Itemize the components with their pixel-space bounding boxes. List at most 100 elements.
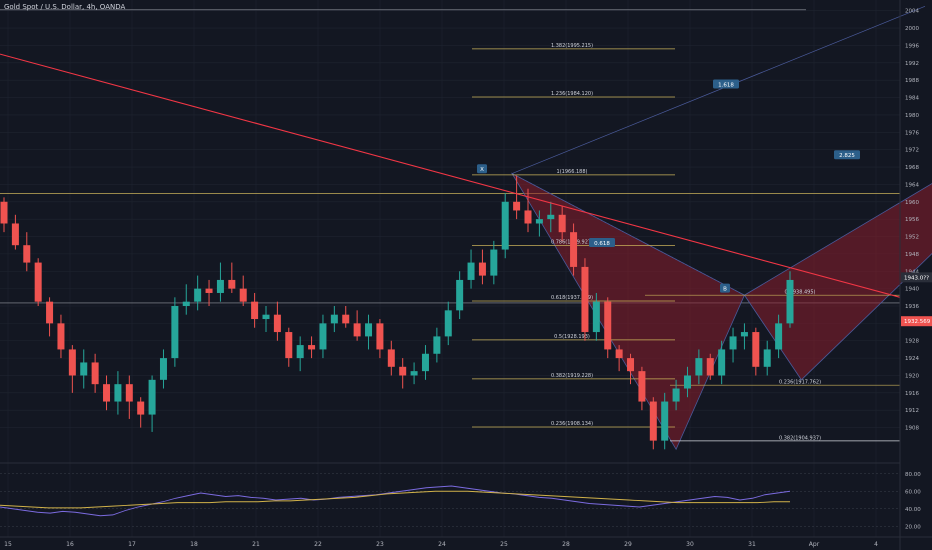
candle-body — [308, 345, 316, 350]
candle-body — [205, 288, 213, 293]
candle-body — [718, 349, 726, 376]
candle-body — [638, 371, 646, 402]
time-tick-label: 31 — [748, 541, 756, 548]
time-tick-label: 16 — [66, 541, 74, 548]
fib-level-label: 0.5(1928.193) — [554, 334, 590, 340]
candle-body — [262, 314, 270, 320]
candle-body — [80, 362, 88, 376]
candle-body — [57, 323, 65, 350]
pattern-label-text: B — [723, 286, 727, 292]
candle-body — [342, 314, 350, 324]
price-tick-label: 1956 — [905, 217, 919, 223]
pattern-label-box — [477, 164, 487, 174]
price-badge-text: 1943.0?? — [904, 275, 929, 281]
candle-body — [524, 210, 532, 224]
price-tick-label: 1944 — [905, 269, 919, 275]
candle-body — [581, 266, 589, 333]
pattern-label-text: 1.618 — [718, 82, 734, 88]
rsi-tick-label: 40.00 — [905, 507, 921, 513]
rsi-tick-label: 60.00 — [905, 489, 921, 495]
price-tick-label: 1940 — [905, 287, 919, 293]
time-tick-label: 25 — [500, 541, 508, 548]
fib-level-label: 0.236(1908.134) — [551, 421, 593, 427]
candle-body — [376, 323, 384, 350]
price-tick-label: 1916 — [905, 391, 919, 397]
candle-body — [194, 288, 202, 302]
pattern-label-box — [720, 283, 730, 293]
price-axis: 1908191219161920192419281932193619401944… — [899, 0, 932, 550]
price-tick-label: 1936 — [905, 304, 919, 310]
candle-body — [729, 336, 737, 350]
candlestick-series — [0, 175, 794, 450]
candle-body — [114, 384, 122, 402]
trendlines — [0, 53, 901, 298]
rsi-ma-line — [0, 490, 790, 509]
fib2-level-label: 0(1938.495) — [785, 290, 816, 296]
candle-body — [399, 366, 407, 376]
candle-body — [535, 219, 543, 224]
candle-body — [752, 332, 760, 367]
price-tick-label: 1972 — [905, 148, 919, 154]
candle-body — [216, 279, 224, 293]
candle-body — [558, 214, 566, 233]
price-tick-label: 1960 — [905, 200, 919, 206]
candle-body — [592, 301, 600, 333]
fib-level-label: 0.382(1919.228) — [551, 373, 593, 379]
candle-body — [706, 358, 714, 376]
pattern-labels: X B 0.618 1.618 2.825 — [477, 79, 860, 293]
candle-body — [34, 262, 42, 302]
time-tick-label: 24 — [438, 541, 446, 548]
rsi-tick-label: 80.00 — [905, 472, 921, 478]
price-tick-label: 1980 — [905, 113, 919, 119]
candle-body — [296, 345, 304, 359]
candle-body — [547, 214, 555, 220]
time-tick-label: 29 — [624, 541, 632, 548]
candle-body — [513, 201, 521, 211]
price-tick-label: 1908 — [905, 426, 919, 432]
candle-body — [182, 301, 190, 306]
candle-body — [228, 279, 236, 289]
pattern-extension-line — [511, 6, 926, 174]
price-badge-text: 1932.569 — [904, 319, 931, 325]
price-tick-label: 1928 — [905, 339, 919, 345]
price-tick-label: 1920 — [905, 373, 919, 379]
candle-body — [91, 362, 99, 385]
price-tick-label: 1964 — [905, 182, 919, 188]
pattern-label-box — [713, 79, 739, 89]
candle-body — [171, 306, 179, 359]
candle-body — [433, 336, 441, 354]
candle-body — [683, 375, 691, 389]
candle-body — [410, 371, 418, 376]
time-axis: 15 16 17 18 21 22 23 24 25 28 29 30 31 Apr 4 — [0, 536, 932, 548]
descending-trendline — [0, 53, 901, 298]
price-tick-label: 1988 — [905, 78, 919, 84]
fib-level-label: 1(1966.188) — [557, 169, 588, 175]
time-tick-label: 15 — [4, 541, 12, 548]
price-tick-label: 1984 — [905, 96, 919, 102]
candle-body — [478, 262, 486, 276]
candle-body — [0, 201, 8, 224]
price-tick-label: 1976 — [905, 130, 919, 136]
candle-body — [786, 279, 794, 324]
time-tick-label: 4 — [874, 541, 878, 548]
candle-body — [353, 323, 361, 337]
candle-body — [365, 323, 373, 337]
candle-body — [627, 358, 635, 372]
candle-body — [775, 323, 783, 350]
price-tick-label: 2000 — [905, 26, 919, 32]
candle-body — [46, 301, 54, 324]
candle-body — [672, 388, 680, 402]
candle-body — [159, 358, 167, 380]
price-tick-label: 1952 — [905, 235, 919, 241]
candle-body — [285, 332, 293, 359]
rsi-tick-label: 20.00 — [905, 524, 921, 530]
candle-body — [125, 384, 133, 402]
price-badge — [901, 316, 932, 327]
fib-level-label: 1.236(1984.120) — [551, 91, 593, 97]
candle-body — [103, 384, 111, 402]
candle-body — [695, 358, 703, 376]
rsi-panel: 80.00 60.00 40.00 20.00 — [0, 462, 921, 530]
price-tick-label: 1924 — [905, 356, 919, 362]
time-tick-label: 18 — [190, 541, 198, 548]
